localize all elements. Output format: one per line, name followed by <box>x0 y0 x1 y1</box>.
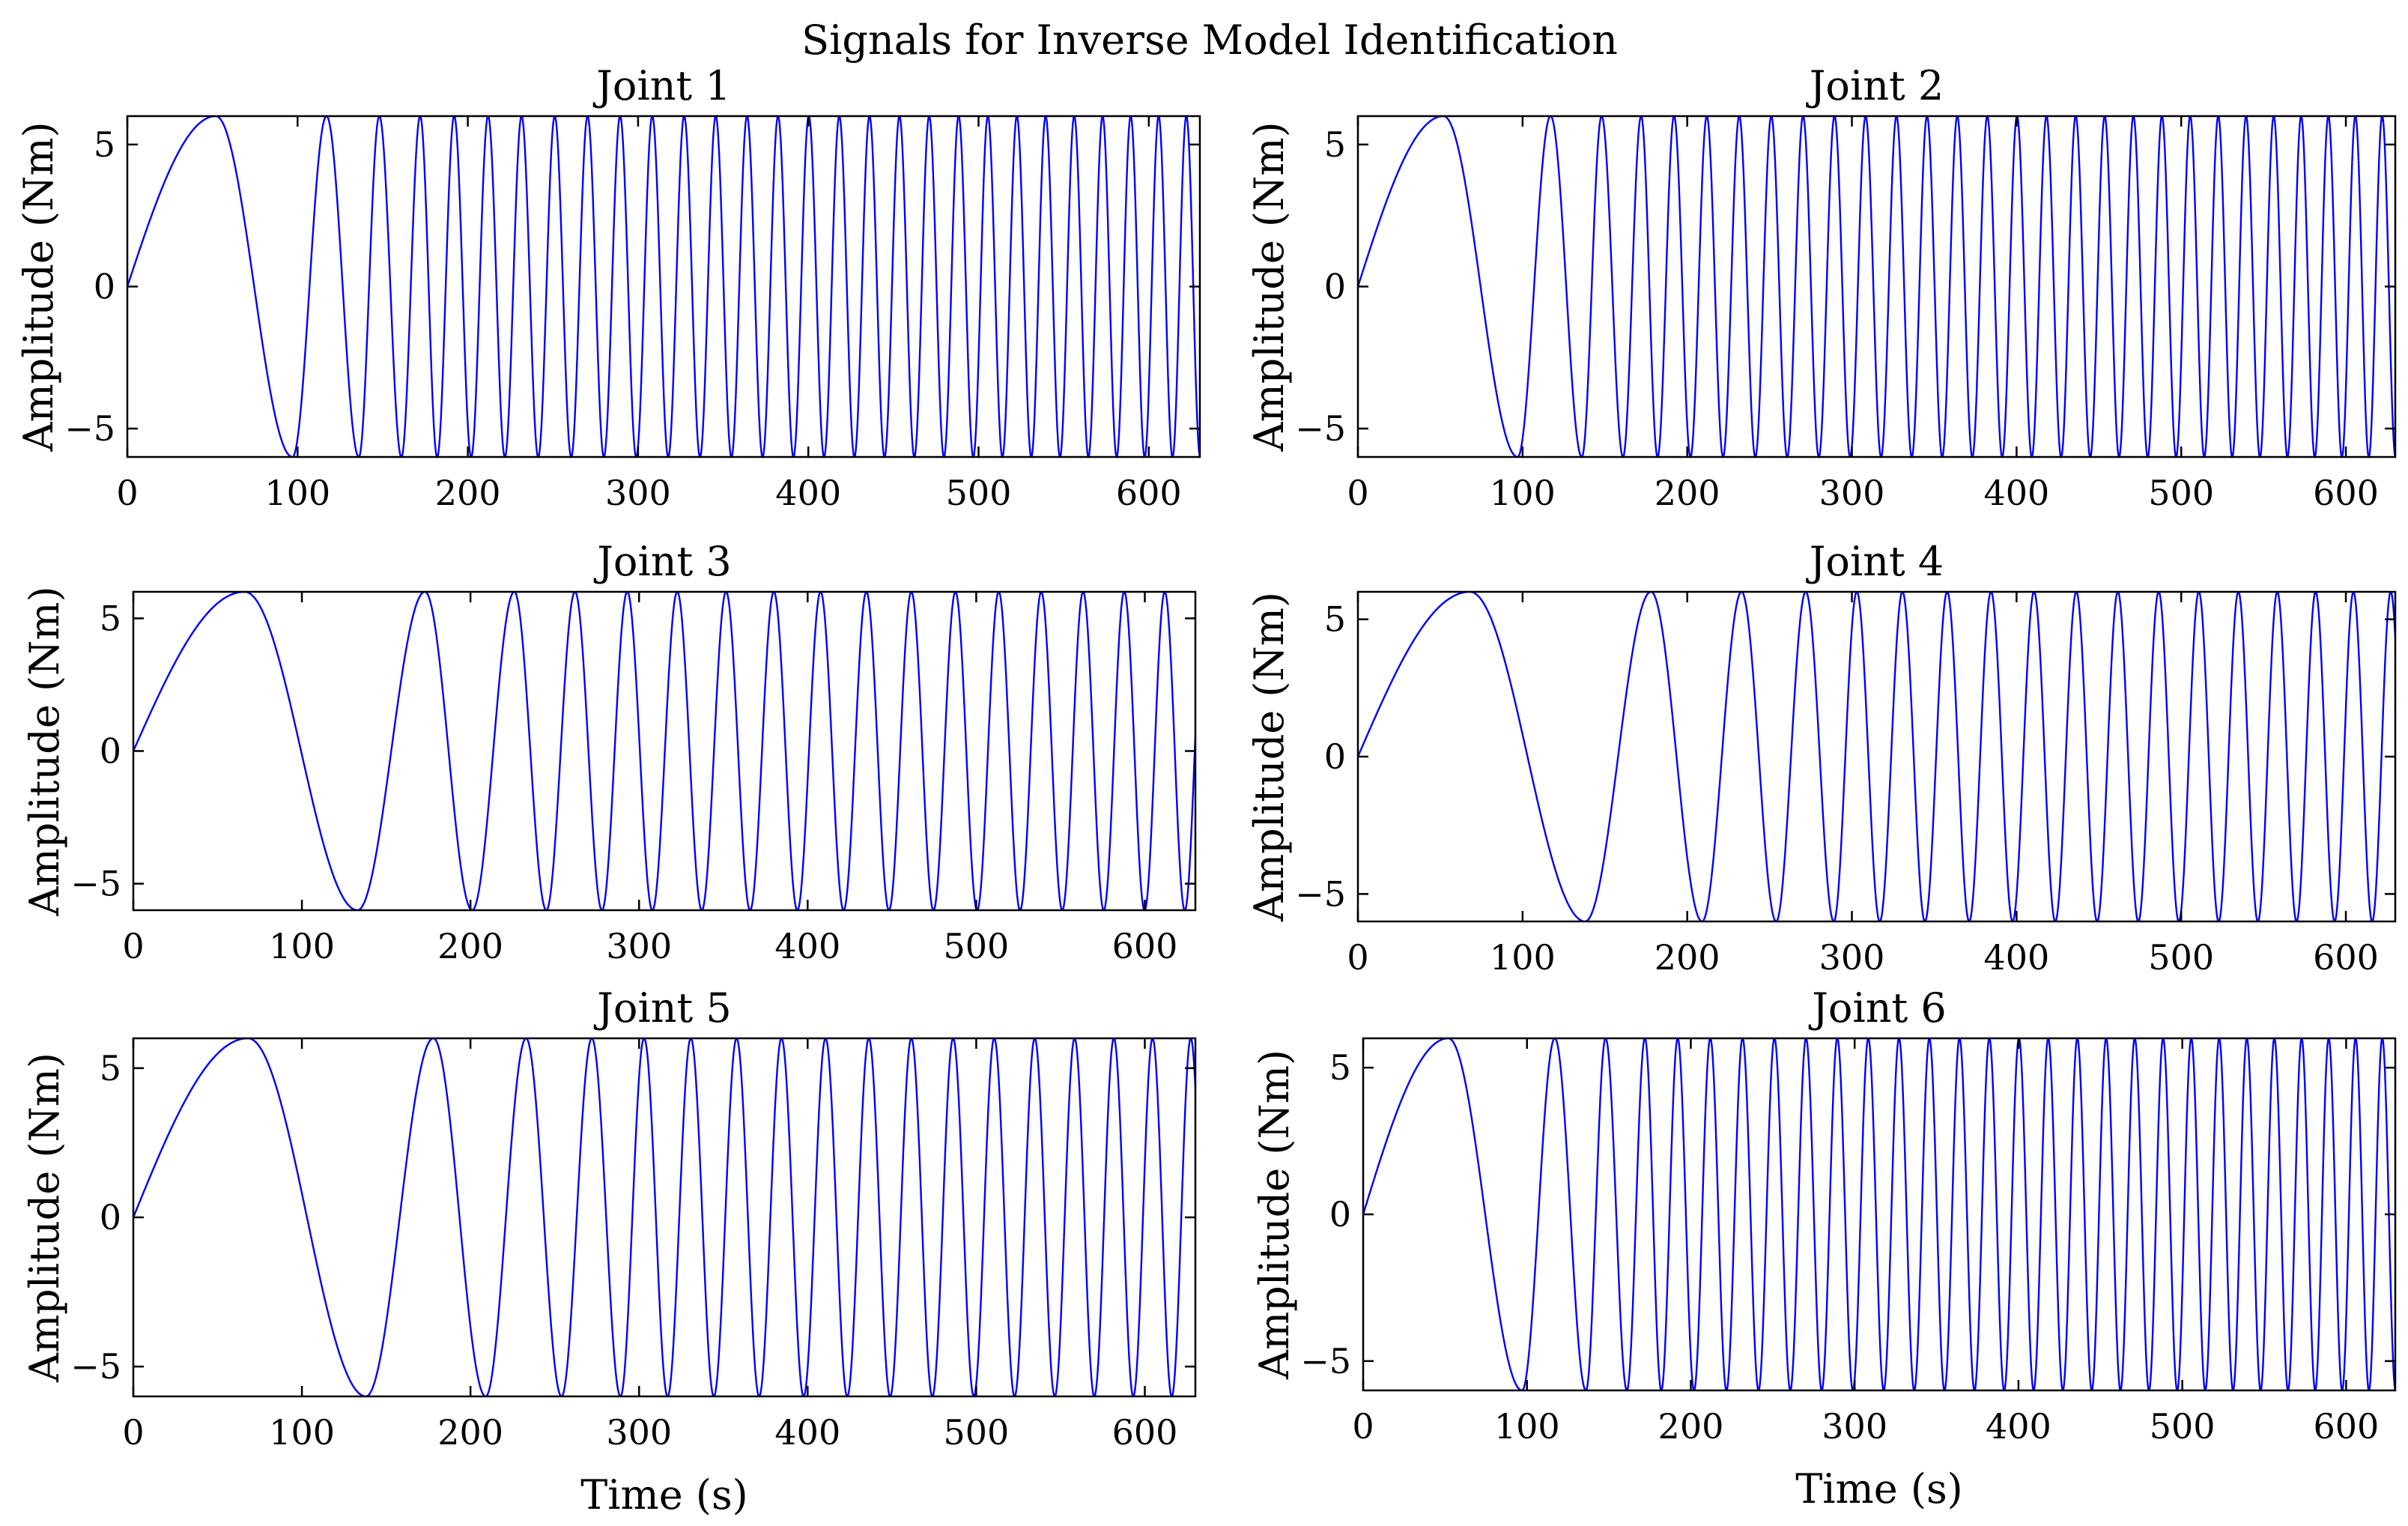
x-tick-label: 300 <box>1819 473 1885 513</box>
x-tick-label: 0 <box>1347 937 1368 978</box>
subplot-title: Joint 6 <box>1808 984 1946 1032</box>
x-tick-label: 400 <box>775 473 841 513</box>
y-axis-label: Amplitude (Nm) <box>21 586 68 916</box>
y-tick-label: 0 <box>94 267 115 307</box>
x-tick-label: 0 <box>116 473 138 513</box>
axes-frame <box>1356 590 2397 923</box>
x-tick-label: 400 <box>1986 1406 2051 1447</box>
y-tick-label: 5 <box>100 598 121 638</box>
y-axis-label: Amplitude (Nm) <box>1246 592 1293 922</box>
x-axis-label: Time (s) <box>1795 1465 1962 1513</box>
figure-title: Signals for Inverse Model Identification <box>801 16 1618 64</box>
subplot-title: Joint 5 <box>593 984 731 1032</box>
x-tick-label: 300 <box>1822 1406 1887 1447</box>
series-line-joint-3 <box>133 592 1195 910</box>
series-line-joint-1 <box>127 116 1200 457</box>
axes-frame <box>132 1037 1197 1398</box>
x-tick-label: 100 <box>264 473 330 513</box>
x-axis-label: Time (s) <box>580 1471 747 1519</box>
x-tick-label: 200 <box>435 473 501 513</box>
y-tick-label: −5 <box>70 864 121 904</box>
x-tick-label: 100 <box>269 926 335 966</box>
x-tick-label: 200 <box>437 926 503 966</box>
y-tick-label: 5 <box>100 1048 121 1089</box>
x-tick-label: 200 <box>1658 1406 1724 1447</box>
x-tick-label: 100 <box>1494 1406 1560 1447</box>
x-tick-label: 200 <box>1655 937 1720 978</box>
x-tick-label: 600 <box>1112 926 1178 966</box>
x-tick-label: 200 <box>1655 473 1720 513</box>
y-tick-label: −5 <box>70 1346 121 1387</box>
y-axis-label: Amplitude (Nm) <box>1246 121 1293 452</box>
x-tick-label: 300 <box>1819 937 1885 978</box>
x-tick-label: 600 <box>1116 473 1182 513</box>
x-tick-label: 600 <box>2313 937 2379 978</box>
y-tick-label: −5 <box>1300 1341 1351 1381</box>
y-tick-label: 5 <box>1324 124 1346 165</box>
y-tick-label: −5 <box>1295 873 1346 914</box>
x-tick-label: 300 <box>606 926 672 966</box>
x-tick-label: 400 <box>1983 937 2049 978</box>
y-axis-label: Amplitude (Nm) <box>15 121 62 452</box>
series-line-joint-4 <box>1358 592 2395 921</box>
x-tick-label: 300 <box>606 1412 672 1453</box>
subplot-title: Joint 2 <box>1806 62 1944 109</box>
x-tick-label: 600 <box>2313 473 2379 513</box>
x-tick-label: 400 <box>774 1412 840 1453</box>
x-tick-label: 600 <box>1112 1412 1178 1453</box>
x-tick-label: 0 <box>1352 1406 1374 1447</box>
x-tick-label: 500 <box>943 926 1009 966</box>
subplot-title: Joint 4 <box>1806 538 1944 585</box>
y-tick-label: 0 <box>1324 267 1346 307</box>
y-tick-label: 0 <box>1324 736 1346 777</box>
y-tick-label: −5 <box>1295 408 1346 449</box>
x-tick-label: 0 <box>122 926 144 966</box>
x-tick-label: 0 <box>122 1412 144 1453</box>
x-tick-label: 500 <box>2150 1406 2216 1447</box>
subplot-title: Joint 1 <box>592 62 730 109</box>
series-line-joint-5 <box>133 1038 1195 1396</box>
x-tick-label: 0 <box>1347 473 1368 513</box>
x-tick-label: 400 <box>774 926 840 966</box>
x-tick-label: 100 <box>269 1412 335 1453</box>
series-line-joint-6 <box>1363 1038 2395 1390</box>
x-tick-label: 500 <box>2148 937 2214 978</box>
x-tick-label: 500 <box>2148 473 2214 513</box>
x-tick-label: 600 <box>2313 1406 2379 1447</box>
x-tick-label: 200 <box>437 1412 503 1453</box>
y-axis-label: Amplitude (Nm) <box>21 1053 68 1383</box>
series-line-joint-2 <box>1358 116 2395 457</box>
y-tick-label: −5 <box>64 408 115 449</box>
x-tick-label: 500 <box>946 473 1012 513</box>
x-tick-label: 100 <box>1490 473 1556 513</box>
x-tick-label: 300 <box>605 473 671 513</box>
y-tick-label: 5 <box>1329 1047 1351 1088</box>
y-tick-label: 0 <box>1329 1194 1351 1235</box>
y-tick-label: 0 <box>100 1197 121 1238</box>
subplot-title: Joint 3 <box>593 538 731 585</box>
x-tick-label: 400 <box>1983 473 2049 513</box>
y-tick-label: 0 <box>100 731 121 772</box>
y-tick-label: 5 <box>1324 599 1346 640</box>
x-tick-label: 500 <box>943 1412 1009 1453</box>
x-tick-label: 100 <box>1490 937 1556 978</box>
y-tick-label: 5 <box>94 124 115 165</box>
y-axis-label: Amplitude (Nm) <box>1251 1050 1298 1380</box>
